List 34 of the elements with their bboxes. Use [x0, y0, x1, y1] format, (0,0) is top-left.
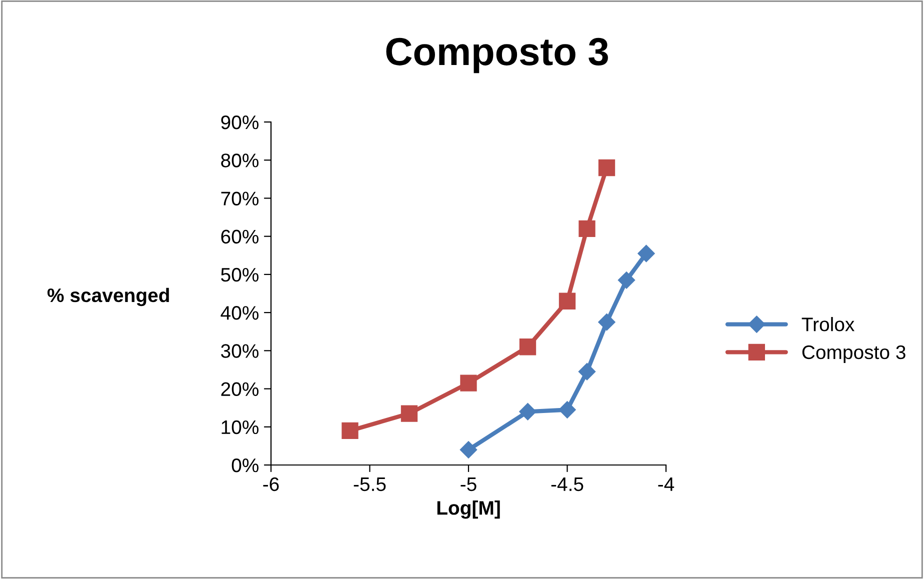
y-tick-label: 70% — [221, 192, 259, 206]
y-tick-label: 30% — [221, 344, 259, 358]
point — [578, 220, 596, 238]
legend-label: Trolox — [802, 317, 854, 332]
x-tick-label: -6 — [263, 477, 279, 492]
y-tick-label: 20% — [221, 382, 259, 396]
point — [618, 272, 636, 289]
point — [638, 244, 655, 262]
x-tick-label: -5 — [460, 478, 476, 492]
y-tick-label: 60% — [221, 230, 259, 244]
legend-label: Composto 3 — [802, 345, 906, 363]
point — [519, 403, 536, 420]
y-tick-label: 50% — [221, 268, 259, 282]
point — [598, 159, 616, 176]
y-tick-label: 40% — [220, 306, 259, 320]
x-tick-label: -5.5 — [354, 478, 386, 492]
chart-title: Composto 3 — [386, 38, 608, 74]
point — [460, 441, 478, 458]
x-tick-label: -4 — [658, 478, 674, 491]
point — [400, 405, 418, 422]
y-axis-title: % scavenged — [47, 288, 169, 306]
point — [598, 314, 616, 331]
x-axis-title: Log[M] — [437, 500, 500, 519]
x-tick-label: -4.5 — [551, 478, 584, 492]
y-tick-label: 0% — [232, 458, 259, 472]
point — [558, 292, 576, 310]
point — [460, 374, 477, 392]
point — [519, 338, 536, 356]
y-tick-label: 80% — [221, 154, 259, 168]
y-tick-label: 90% — [221, 115, 259, 130]
point — [342, 422, 358, 440]
point — [578, 363, 596, 380]
y-tick-label: 10% — [222, 420, 259, 434]
point — [558, 401, 576, 418]
